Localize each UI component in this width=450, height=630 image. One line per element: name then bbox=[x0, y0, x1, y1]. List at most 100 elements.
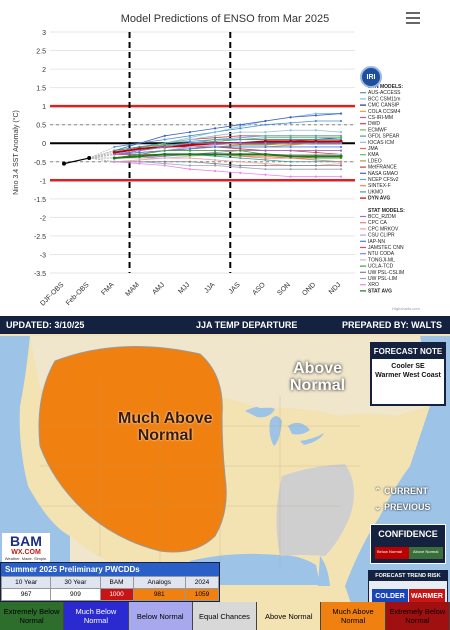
series-line bbox=[114, 153, 341, 160]
y-tick-label: 2 bbox=[42, 67, 46, 74]
x-tick-label: OND bbox=[301, 281, 317, 297]
series-point bbox=[339, 168, 343, 171]
series-point bbox=[314, 136, 317, 139]
series-point bbox=[264, 156, 267, 160]
series-point bbox=[289, 149, 292, 152]
series-point bbox=[137, 154, 142, 158]
y-tick-label: -1 bbox=[40, 178, 46, 185]
series-point bbox=[239, 142, 242, 145]
series-point bbox=[239, 145, 242, 149]
series-point bbox=[138, 151, 141, 154]
series-point bbox=[263, 139, 268, 143]
x-tick-label: Feb-OBS bbox=[65, 281, 91, 307]
previous-button[interactable]: ⌄ PREVIOUS bbox=[374, 502, 431, 512]
pwcdd-header: Analogs bbox=[132, 576, 186, 589]
pwcdd-title: Summer 2025 Preliminary PWCDDs bbox=[1, 563, 219, 576]
series-point bbox=[239, 134, 242, 137]
series-point bbox=[188, 152, 192, 156]
pwcdd-value: 981 bbox=[132, 588, 186, 601]
series-point bbox=[289, 175, 292, 178]
series-point bbox=[213, 136, 217, 139]
series-point bbox=[138, 142, 141, 145]
chart-menu-icon[interactable] bbox=[406, 12, 420, 24]
y-tick-label: -3.5 bbox=[34, 271, 46, 278]
series-point bbox=[137, 147, 142, 151]
series-point bbox=[163, 149, 166, 152]
series-point bbox=[314, 114, 317, 117]
series-point bbox=[188, 134, 192, 137]
series-point bbox=[138, 160, 141, 163]
legend-item: DYN AVG bbox=[368, 196, 390, 202]
legend-item: MetFRANCE bbox=[368, 165, 398, 171]
series-point bbox=[289, 139, 293, 143]
legend-header: STAT MODELS: bbox=[368, 208, 405, 214]
series-point bbox=[264, 149, 267, 152]
temperature-legend: Extremely Below Normal Much Below Normal B… bbox=[0, 602, 450, 630]
series-point bbox=[213, 158, 217, 162]
x-tick-label: AMJ bbox=[151, 281, 166, 296]
y-tick-label: 0 bbox=[42, 141, 46, 148]
current-button[interactable]: ⌃ CURRENT bbox=[374, 486, 429, 496]
series-point bbox=[339, 134, 343, 137]
series-line bbox=[114, 150, 341, 159]
series-point bbox=[289, 136, 292, 139]
series-point bbox=[213, 169, 217, 173]
series-point bbox=[188, 136, 192, 139]
series-point bbox=[138, 158, 141, 162]
series-point bbox=[339, 149, 343, 152]
chart-credits[interactable]: Highcharts.com bbox=[392, 306, 420, 311]
colder-badge: COLDER bbox=[372, 589, 408, 605]
series-point bbox=[314, 151, 317, 154]
trend-header: FORECAST TREND RISK bbox=[369, 571, 447, 581]
series-point bbox=[213, 164, 217, 167]
series-line bbox=[114, 161, 341, 178]
legend-item: CPC MRKOV bbox=[368, 226, 399, 232]
series-line bbox=[114, 161, 341, 166]
legend-item: NTU CODA bbox=[368, 251, 395, 257]
series-point bbox=[213, 143, 217, 147]
series-point bbox=[289, 154, 293, 158]
y-tick-label: -3 bbox=[40, 252, 46, 259]
series-point bbox=[339, 119, 343, 123]
series-point bbox=[188, 140, 192, 143]
legend-category: Above Normal bbox=[257, 602, 322, 630]
y-tick-label: 0.5 bbox=[36, 123, 46, 130]
series-point bbox=[314, 145, 317, 149]
confidence-panel: CONFIDENCE Below Normal Above Normal bbox=[370, 524, 446, 564]
series-point bbox=[314, 149, 317, 152]
legend-item: CMC CANSIP bbox=[368, 103, 400, 109]
y-tick-label: 3 bbox=[42, 30, 46, 37]
legend-item: CPC CA bbox=[368, 220, 388, 226]
series-point bbox=[339, 136, 343, 139]
series-line bbox=[114, 146, 341, 155]
series-point bbox=[188, 147, 192, 150]
series-line bbox=[114, 142, 341, 155]
series-point bbox=[163, 162, 166, 165]
series-point bbox=[264, 119, 267, 123]
jja-temp-map-panel: UPDATED: 3/10/25 JJA TEMP DEPARTURE PREP… bbox=[0, 316, 450, 630]
legend-item: SINTEX-F bbox=[368, 183, 391, 189]
series-point bbox=[163, 152, 167, 156]
series-point bbox=[264, 168, 267, 171]
warmer-badge: WARMER bbox=[409, 589, 445, 605]
pwcdd-header: 10 Year bbox=[0, 576, 52, 589]
series-point bbox=[314, 160, 317, 163]
legend-item: CS-IRI-MM bbox=[368, 115, 393, 121]
chevron-up-icon: ⌃ bbox=[374, 486, 385, 496]
series-point bbox=[339, 175, 343, 178]
series-point bbox=[213, 127, 217, 130]
legend-item: XRO bbox=[368, 282, 379, 288]
series-point bbox=[339, 145, 343, 149]
legend-item: TONGJI-ML bbox=[368, 257, 395, 263]
confidence-bar: Below Normal Above Normal bbox=[375, 547, 443, 559]
series-point bbox=[264, 134, 267, 137]
legend-category: Much Above Normal bbox=[321, 602, 386, 630]
series-point bbox=[112, 156, 116, 160]
legend-item: IOCAS ICM bbox=[368, 140, 394, 146]
series-point bbox=[239, 127, 242, 130]
series-point bbox=[339, 112, 343, 115]
pwcdd-table: Summer 2025 Preliminary PWCDDs 10 Year 3… bbox=[0, 562, 220, 602]
observed-point bbox=[62, 161, 66, 166]
series-point bbox=[188, 138, 192, 141]
series-line bbox=[114, 120, 341, 148]
